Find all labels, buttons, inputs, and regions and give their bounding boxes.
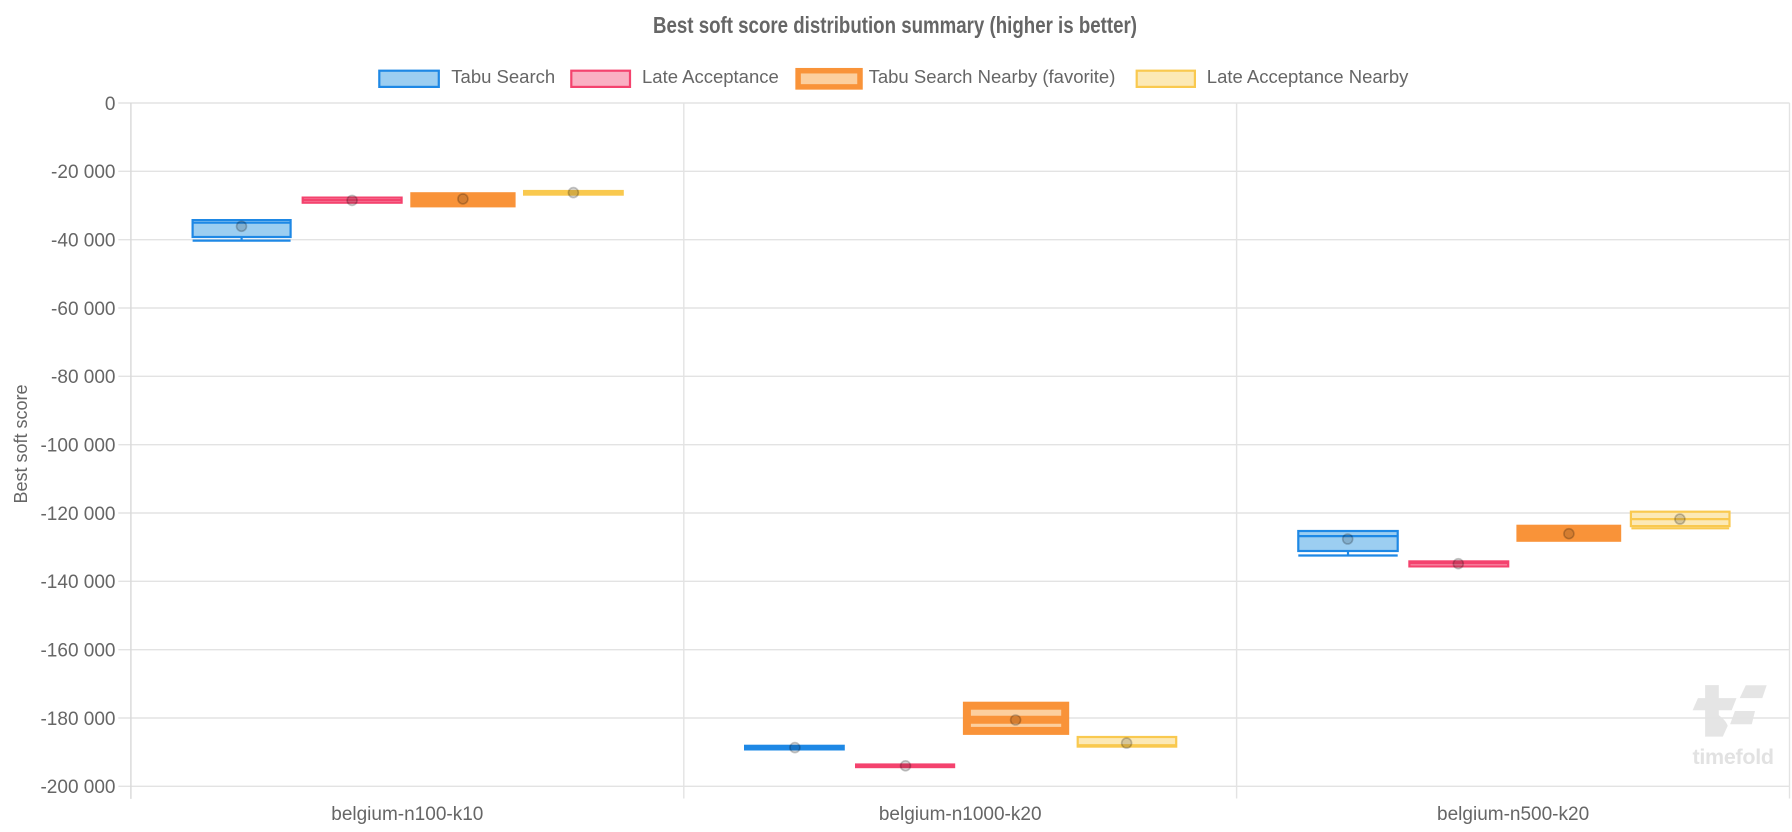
svg-text:timefold: timefold [1693,745,1774,769]
svg-text:belgium-n100-k10: belgium-n100-k10 [331,804,483,825]
svg-text:Tabu Search: Tabu Search [451,66,555,87]
svg-text:-180 000: -180 000 [40,709,115,730]
svg-text:Best soft score distribution s: Best soft score distribution summary (hi… [653,12,1137,38]
svg-text:-20 000: -20 000 [51,162,115,183]
svg-text:-40 000: -40 000 [51,231,115,252]
svg-text:belgium-n1000-k20: belgium-n1000-k20 [879,804,1042,825]
svg-text:-200 000: -200 000 [40,777,115,798]
svg-text:-80 000: -80 000 [51,367,115,388]
svg-text:Tabu Search Nearby (favorite): Tabu Search Nearby (favorite) [869,66,1116,87]
svg-text:-100 000: -100 000 [40,436,115,457]
svg-text:Best soft score: Best soft score [11,384,31,503]
svg-text:-160 000: -160 000 [40,641,115,662]
svg-text:Late Acceptance: Late Acceptance [642,66,779,87]
svg-text:-60 000: -60 000 [51,299,115,320]
svg-text:belgium-n500-k20: belgium-n500-k20 [1437,804,1589,825]
svg-text:-140 000: -140 000 [40,572,115,593]
svg-text:-120 000: -120 000 [40,504,115,525]
svg-text:0: 0 [105,94,116,115]
svg-text:Late Acceptance Nearby: Late Acceptance Nearby [1207,66,1409,87]
